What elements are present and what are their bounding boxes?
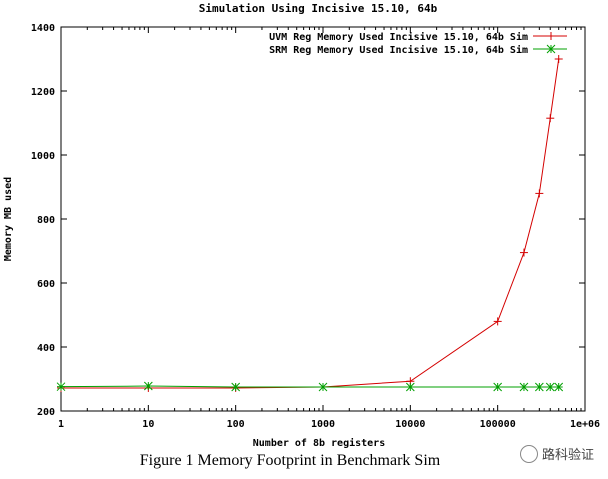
- marker-stroke: [493, 382, 503, 392]
- data-point: [143, 381, 153, 391]
- legend-marker: [547, 32, 555, 40]
- marker-stroke: [545, 382, 555, 392]
- x-tick-label: 1e+06: [570, 419, 600, 430]
- series-2: [56, 381, 564, 392]
- x-tick-label: 10: [142, 419, 154, 430]
- data-point: [554, 382, 564, 392]
- series-layer: [56, 55, 564, 392]
- x-tick-label: 100000: [480, 419, 516, 430]
- data-point: [545, 382, 555, 392]
- data-point: [534, 382, 544, 392]
- legend: UVM Reg Memory Used Incisive 15.10, 64b …: [269, 31, 567, 56]
- ticks-layer: 1 10 100 1000 10000 100000 1e+06 200 400 600 800 10…: [31, 23, 600, 430]
- data-point: [56, 382, 66, 392]
- data-point: [554, 55, 563, 63]
- y-tick-label: 1000: [31, 151, 55, 162]
- marker-stroke: [56, 382, 66, 392]
- data-point: [546, 114, 555, 123]
- legend-marker: [546, 44, 556, 54]
- wechat-icon: [519, 444, 538, 463]
- series-1: [57, 55, 563, 392]
- y-tick-label: 200: [37, 407, 55, 418]
- x-tick-label: 1: [58, 419, 64, 430]
- marker-stroke: [546, 44, 556, 54]
- data-point: [519, 248, 528, 257]
- marker-stroke: [318, 382, 328, 392]
- chart-title: Simulation Using Incisive 15.10, 64b: [199, 2, 438, 15]
- watermark: 路科验证: [519, 444, 594, 463]
- legend-label: UVM Reg Memory Used Incisive 15.10, 64b …: [269, 31, 528, 43]
- data-point: [493, 382, 503, 392]
- x-axis-label: Number of 8b registers: [253, 437, 385, 449]
- marker-stroke: [519, 382, 529, 392]
- y-axis-label: Memory MB used: [3, 177, 14, 261]
- data-point: [231, 382, 241, 392]
- data-point: [405, 382, 415, 392]
- series-line: [61, 58, 560, 389]
- y-tick-label: 400: [37, 343, 55, 354]
- y-tick-label: 800: [37, 215, 55, 226]
- x-tick-label: 100: [227, 419, 245, 430]
- data-point: [493, 317, 502, 326]
- x-tick-label: 10000: [395, 419, 425, 430]
- marker-stroke: [554, 382, 564, 392]
- figure-caption: Figure 1 Memory Footprint in Benchmark S…: [139, 452, 441, 469]
- marker-stroke: [405, 382, 415, 392]
- watermark-text: 路科验证: [541, 448, 594, 463]
- marker-stroke: [143, 381, 153, 391]
- x-tick-label: 1000: [311, 419, 335, 430]
- marker-stroke: [534, 382, 544, 392]
- marker-stroke: [231, 382, 241, 392]
- y-tick-label: 1400: [31, 23, 55, 34]
- plot-frame: [60, 26, 586, 412]
- y-tick-label: 600: [37, 279, 55, 290]
- data-point: [318, 382, 328, 392]
- data-point: [535, 189, 544, 198]
- y-tick-label: 1200: [31, 87, 55, 98]
- series-line: [60, 385, 559, 388]
- legend-label: SRM Reg Memory Used Incisive 15.10, 64b …: [269, 44, 528, 56]
- data-point: [519, 382, 529, 392]
